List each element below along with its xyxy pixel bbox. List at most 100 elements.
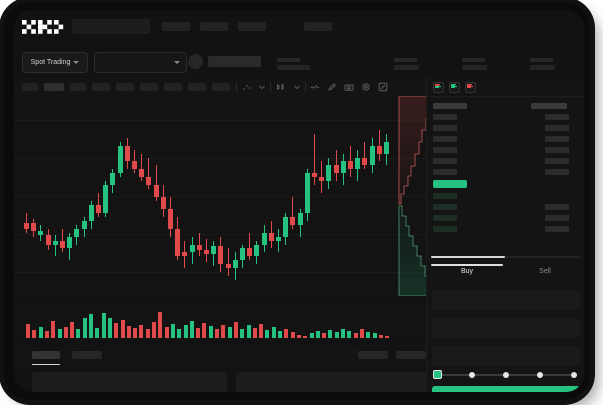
- market-type-select[interactable]: Spot Trading: [22, 52, 88, 73]
- bottom-action-2[interactable]: [396, 351, 426, 359]
- icon-bars: [451, 84, 458, 88]
- stat-24h-change: [394, 58, 419, 70]
- volume-bar: [51, 320, 56, 338]
- orderbook-ask-row[interactable]: [433, 158, 457, 164]
- stat-value: [530, 65, 555, 70]
- order-form-tabs: Buy Sell: [427, 264, 584, 284]
- slider-stop-75[interactable]: [537, 371, 543, 378]
- depth-chart-svg: [398, 96, 434, 296]
- orderbook-bid-row[interactable]: [433, 204, 457, 210]
- volume-bar: [196, 327, 201, 338]
- orderbook-ask-row[interactable]: [433, 114, 457, 120]
- timeframe-4[interactable]: [92, 83, 110, 91]
- slider-stop-25[interactable]: [469, 371, 475, 378]
- stat-24h-volume: [462, 58, 487, 70]
- draw-tool-icon[interactable]: [327, 82, 337, 92]
- candle-body: [384, 141, 389, 154]
- chart-gridline: [14, 234, 426, 235]
- candle-body: [88, 204, 94, 221]
- slider-knob[interactable]: [433, 370, 442, 379]
- volume-bar: [32, 330, 37, 338]
- orderbook-bid-row[interactable]: [433, 193, 457, 199]
- orderbook-ask-size: [545, 114, 569, 120]
- indicators-icon[interactable]: [242, 82, 252, 92]
- camera-icon[interactable]: [344, 82, 354, 92]
- candle-wick: [278, 228, 279, 253]
- line-tool-icon[interactable]: [310, 82, 320, 92]
- amount-percent-slider[interactable]: [433, 370, 579, 380]
- volume-bar: [252, 327, 257, 338]
- candle-body: [196, 244, 202, 251]
- candle-body: [304, 173, 310, 213]
- orderbook-bid-row[interactable]: [433, 226, 457, 232]
- candle-body: [175, 228, 181, 257]
- orderbook-bid-row[interactable]: [433, 215, 457, 221]
- gear-icon[interactable]: [361, 82, 371, 92]
- stat-label: [530, 58, 553, 62]
- orderbook-scrollbar-thumb[interactable]: [431, 256, 505, 258]
- place-buy-order-button[interactable]: [432, 386, 580, 392]
- slider-stop-50[interactable]: [503, 371, 509, 378]
- candle-body: [355, 157, 361, 170]
- tab-sell[interactable]: Sell: [539, 268, 551, 275]
- fullscreen-icon[interactable]: [378, 82, 388, 92]
- toolbar-divider-2: [270, 82, 271, 92]
- nav-item-2[interactable]: [200, 22, 228, 31]
- volume-bar: [303, 335, 308, 338]
- nav-item-1[interactable]: [162, 22, 190, 31]
- orderbook-view-bids-icon[interactable]: [449, 82, 460, 93]
- chevron-down-icon-2[interactable]: [292, 82, 302, 92]
- volume-bar: [290, 331, 295, 338]
- timeframe-3[interactable]: [70, 83, 86, 91]
- price-chart[interactable]: [14, 96, 426, 296]
- bottom-tab-open-orders[interactable]: [32, 351, 60, 359]
- timeframe-2[interactable]: [44, 83, 64, 91]
- timeframe-8[interactable]: [188, 83, 206, 91]
- orderbook-ask-row[interactable]: [433, 125, 457, 131]
- orderbook-view-asks-icon[interactable]: [465, 82, 476, 93]
- nav-item-4[interactable]: [304, 22, 332, 31]
- volume-bar: [177, 328, 182, 338]
- bottom-tab-order-history[interactable]: [72, 351, 102, 359]
- volume-bar: [322, 333, 327, 338]
- pair-select[interactable]: [94, 52, 187, 73]
- bottom-card-left[interactable]: [32, 372, 227, 392]
- order-amount-field[interactable]: [432, 318, 580, 338]
- volume-bar: [296, 334, 301, 338]
- timeframe-9[interactable]: [212, 83, 230, 91]
- volume-bar: [189, 321, 194, 338]
- search-input[interactable]: [72, 19, 150, 34]
- orderbook-view-both-icon[interactable]: [433, 82, 444, 93]
- timeframe-1[interactable]: [22, 83, 38, 91]
- order-total-field[interactable]: [432, 346, 580, 366]
- stat-extra: [530, 58, 555, 70]
- chevron-down-icon[interactable]: [257, 82, 267, 92]
- timeframe-6[interactable]: [140, 83, 158, 91]
- orderbook-ask-row[interactable]: [433, 147, 457, 153]
- icon-bars: [435, 84, 442, 88]
- okx-logo-icon[interactable]: [22, 20, 64, 34]
- nav-item-3[interactable]: [238, 22, 266, 31]
- tab-buy[interactable]: Buy: [460, 268, 474, 275]
- orderbook-ask-row[interactable]: [433, 169, 457, 175]
- candle-wick: [227, 248, 229, 277]
- bottom-action-1[interactable]: [358, 351, 388, 359]
- chart-type-icon[interactable]: [275, 82, 285, 92]
- volume-bar: [372, 333, 377, 338]
- orderbook-ask-row[interactable]: [433, 136, 457, 142]
- candle-body: [376, 145, 382, 154]
- orderbook-body[interactable]: [427, 97, 584, 252]
- timeframe-7[interactable]: [164, 83, 182, 91]
- volume-bar: [183, 325, 188, 338]
- chevron-down-icon: [73, 61, 80, 64]
- slider-stop-100[interactable]: [571, 371, 577, 378]
- bottom-card-right[interactable]: [236, 372, 426, 392]
- candle-body: [225, 264, 231, 269]
- timeframe-5[interactable]: [116, 83, 134, 91]
- candle-body: [60, 240, 65, 249]
- candle-body: [276, 236, 281, 241]
- volume-bar: [221, 324, 226, 338]
- chart-gridline: [14, 120, 426, 121]
- order-price-field[interactable]: [432, 290, 580, 310]
- orderbook-ask-size: [545, 158, 569, 164]
